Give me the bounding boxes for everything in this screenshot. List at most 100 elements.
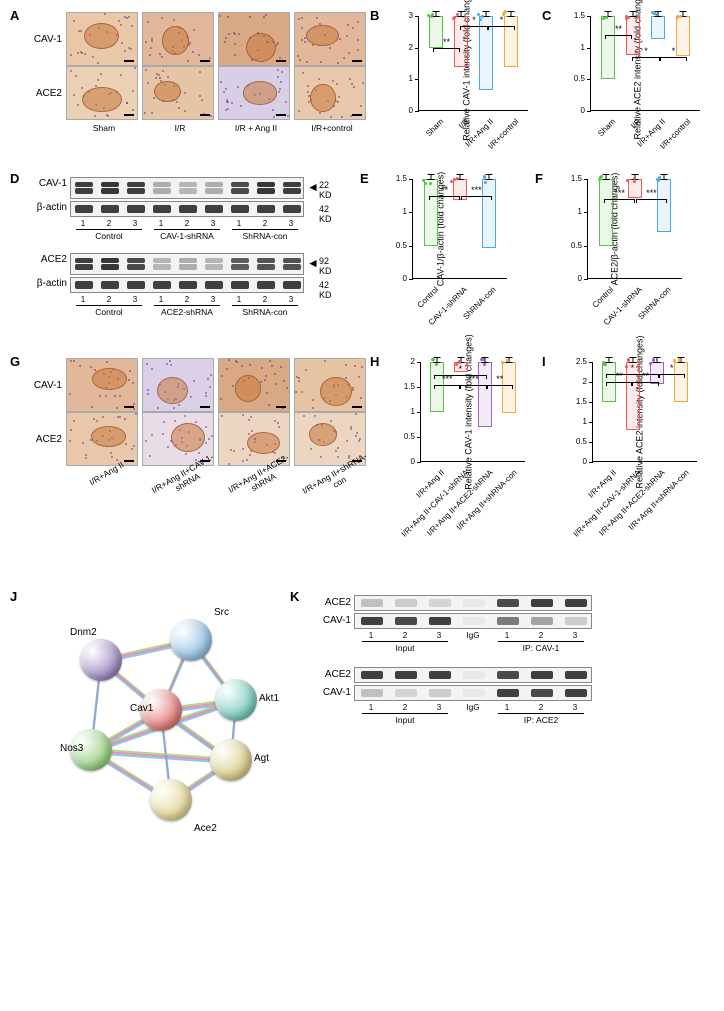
wb-lane-num: 2 (524, 631, 558, 640)
panel-I-label: I (542, 354, 546, 369)
network-node (215, 679, 257, 721)
wb-lane-num: IgG (456, 703, 490, 712)
histo-image (294, 66, 366, 120)
sig-marker: ** (616, 371, 623, 381)
histo-row-label: CAV-1 (26, 12, 66, 66)
wb-group-label: Input (354, 715, 456, 725)
y-tick-label: 0 (566, 274, 582, 283)
bar (674, 362, 688, 402)
y-tick-label: 1.5 (571, 397, 587, 406)
panel-B: B 0123Relative CAV-1 intensity (fold cha… (370, 8, 542, 111)
network-node-label: Nos3 (60, 743, 83, 754)
y-tick-label: 1 (571, 417, 587, 426)
panel-J-label: J (10, 589, 17, 604)
wb-lane-num: 2 (174, 219, 200, 228)
sig-marker: *** (471, 185, 482, 195)
y-tick-label: 0 (571, 457, 587, 466)
panel-I: I 00.511.522.5Relative ACE2 intensity (f… (542, 354, 714, 462)
wb-row: CAV-1 (354, 685, 592, 701)
wb-lane-num: 2 (388, 631, 422, 640)
y-tick-label: 1 (391, 207, 407, 216)
wb-lane-num: 3 (278, 295, 304, 304)
bar (504, 16, 518, 67)
y-tick-label: 0 (399, 457, 415, 466)
wb-row-label: β-actin (25, 202, 67, 213)
wb-lane-num: 3 (278, 219, 304, 228)
wb-group-label: Control (70, 231, 148, 241)
panel-G: G CAV-1ACE2I/R+Ang III/R+Ang II+CAV-1-sh… (10, 354, 370, 509)
panel-B-label: B (370, 8, 379, 23)
sig-marker: ** (443, 37, 450, 47)
panel-F: F 00.511.5ACE2/β-actin (fold changes)Con… (535, 171, 710, 279)
histo-image (294, 358, 366, 412)
histo-image (218, 66, 290, 120)
bar (657, 179, 671, 232)
wb-lane-num: 3 (422, 631, 456, 640)
histo-image (142, 66, 214, 120)
y-tick-label: 1 (566, 207, 582, 216)
wb-lane-num: 3 (558, 631, 592, 640)
chart-C: 00.511.5Relative ACE2 intensity (fold ch… (590, 16, 700, 111)
y-tick-label: 0.5 (399, 432, 415, 441)
bar (601, 16, 615, 79)
y-tick-label: 0.5 (571, 437, 587, 446)
wb-row-label: ACE2 (25, 254, 67, 265)
x-tick-label: Control (591, 285, 616, 310)
wb-lane-num: 1 (148, 295, 174, 304)
panel-A: A CAV-1ACE2ShamI/RI/R + Ang III/R+contro… (10, 8, 370, 133)
panel-A-label: A (10, 8, 19, 23)
wb-row-label: ACE2 (309, 597, 351, 608)
wb-lane-num: 3 (122, 219, 148, 228)
histo-col-label: I/R+control (294, 123, 370, 133)
network-node-label: Akt1 (259, 693, 279, 704)
sig-marker: *** (468, 374, 479, 384)
panel-D: D CAV-122 KD◄β-actin42 KD123123123Contro… (10, 171, 360, 329)
network-node-label: Dnm2 (70, 627, 97, 638)
wb-group-label: IP: ACE2 (490, 715, 592, 725)
histo-col-label: Sham (66, 123, 142, 133)
panel-K-label: K (290, 589, 299, 604)
y-tick-label: 0 (569, 106, 585, 115)
wb-lane-num: 1 (70, 295, 96, 304)
sig-marker: * (670, 363, 674, 373)
wb-lane-num: 1 (226, 219, 252, 228)
wb-row: ACE2 (354, 595, 592, 611)
histo-row-label: ACE2 (26, 66, 66, 120)
wb-group-label: CAV-1-shRNA (148, 231, 226, 241)
sig-marker: * (631, 363, 635, 373)
sig-marker: ** (441, 185, 448, 195)
panel-K: K ACE2CAV-1123IgG123InputIP: CAV-1ACE2CA… (290, 589, 700, 739)
wb-row-label: ACE2 (309, 669, 351, 680)
panel-G-label: G (10, 354, 20, 369)
bar (482, 179, 496, 248)
bar (651, 16, 665, 39)
wb-lane-num: 3 (122, 295, 148, 304)
wb-lane-num: 3 (200, 219, 226, 228)
histo-row-label: CAV-1 (26, 358, 66, 412)
bar (429, 16, 443, 48)
wb-row: CAV-1 (354, 613, 592, 629)
chart-F: 00.511.5ACE2/β-actin (fold changes)Contr… (587, 179, 682, 279)
bar (599, 179, 613, 246)
panel-E: E 00.511.5CAV-1/β-actin (fold changes)Co… (360, 171, 535, 279)
chart-E: 00.511.5CAV-1/β-actin (fold changes)Cont… (412, 179, 507, 279)
histo-col-label: I/R (142, 123, 218, 133)
bar (424, 179, 438, 246)
wb-lane-num: 2 (388, 703, 422, 712)
wb-kd-label: 92 KD (319, 256, 332, 276)
sig-marker: *** (646, 188, 657, 198)
network-node-label: Ace2 (194, 823, 217, 834)
panel-E-label: E (360, 171, 369, 186)
y-tick-label: 1 (399, 407, 415, 416)
bar (454, 16, 468, 67)
histo-image (218, 358, 290, 412)
bar (502, 362, 516, 413)
panel-C: C 00.511.5Relative ACE2 intensity (fold … (542, 8, 714, 111)
wb-kd-label: 22 KD (319, 180, 332, 200)
sig-marker: * (672, 46, 676, 56)
sig-marker: ** (496, 374, 503, 384)
network-node-label: Cav1 (130, 703, 153, 714)
network-node (80, 639, 122, 681)
chart-H: 00.511.52Relative CAV-1 intensity (fold … (420, 362, 525, 462)
histo-row-label: ACE2 (26, 412, 66, 466)
